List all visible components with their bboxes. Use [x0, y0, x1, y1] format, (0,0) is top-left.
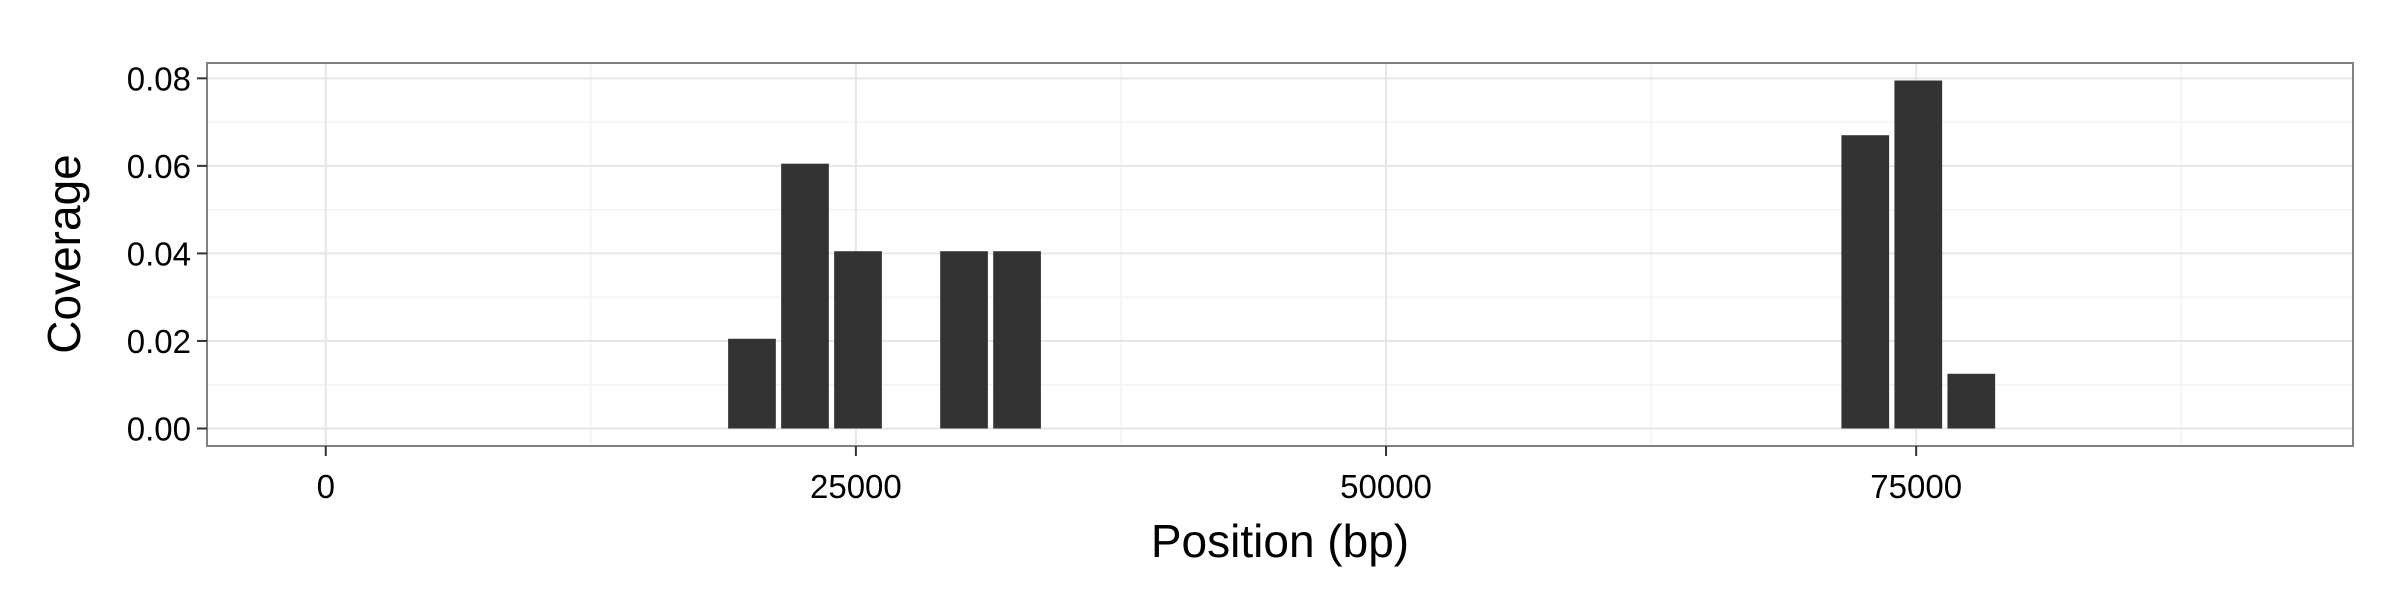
x-tick-label: 25000 — [810, 468, 902, 505]
bar-7 — [1947, 373, 1996, 429]
y-tick-label: 0.02 — [127, 323, 191, 360]
x-tick-label: 75000 — [1870, 468, 1962, 505]
plot-panel-background — [207, 63, 2353, 446]
bar-1 — [781, 163, 829, 429]
bar-5 — [1841, 135, 1890, 429]
x-tick-label: 0 — [317, 468, 335, 505]
bar-3 — [940, 251, 988, 429]
bar-6 — [1894, 80, 1943, 429]
x-axis: 0 25000 50000 75000 — [317, 446, 1962, 505]
y-tick-label: 0.06 — [127, 148, 191, 185]
grid-major-lines — [207, 63, 2353, 446]
y-tick-label: 0.00 — [127, 410, 191, 447]
y-tick-label: 0.08 — [127, 60, 191, 97]
y-tick-label: 0.04 — [127, 235, 191, 272]
bar-2 — [834, 251, 882, 429]
plot-panel-border — [206, 62, 2354, 447]
bar-0 — [728, 338, 776, 429]
bars-group — [728, 80, 1996, 429]
grid-minor-lines — [207, 63, 2353, 446]
y-axis: 0.00 0.02 0.04 0.06 0.08 — [127, 60, 207, 447]
x-tick-label: 50000 — [1340, 468, 1432, 505]
x-axis-title: Position (bp) — [1151, 515, 1409, 567]
bar-4 — [993, 251, 1041, 429]
y-axis-title: Coverage — [38, 154, 90, 353]
